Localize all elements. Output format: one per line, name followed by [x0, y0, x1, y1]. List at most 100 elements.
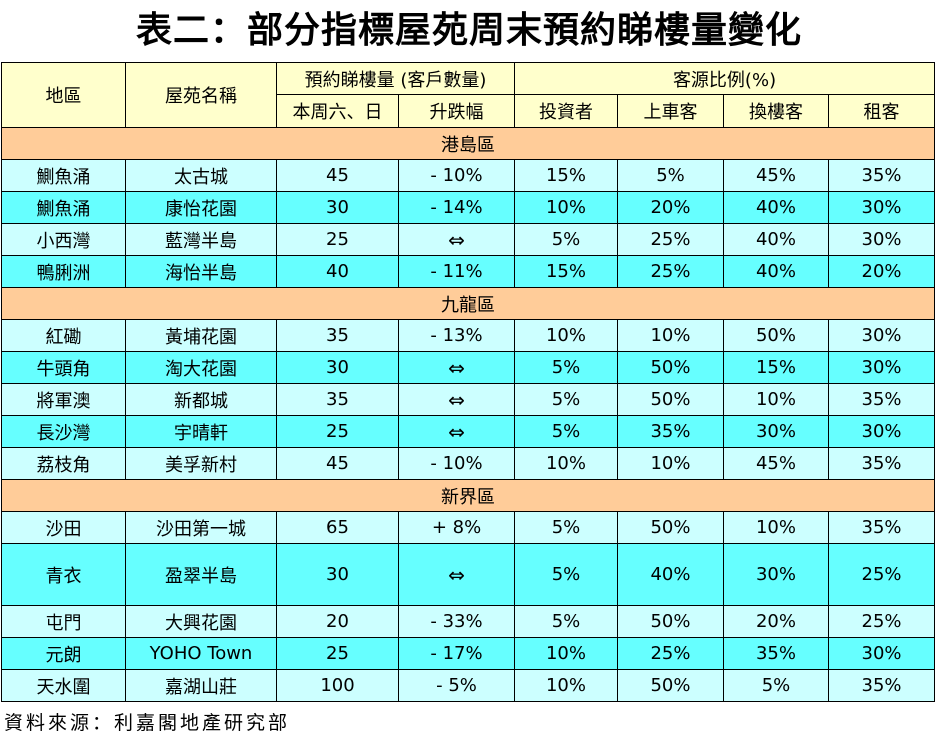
cell-estate: YOHO Town — [125, 637, 277, 670]
cell-viewings: 65 — [276, 511, 399, 544]
table-row: 牛頭角 淘大花園 30 ⇔ 5% 50% 15% 30% — [1, 351, 936, 384]
cell-renter: 25% — [827, 605, 936, 638]
cell-estate: 嘉湖山莊 — [125, 669, 277, 702]
header-first-time-buyer: 上車客 — [617, 94, 724, 128]
cell-change: - 14% — [398, 191, 515, 224]
cell-change-unchanged-icon: ⇔ — [398, 351, 515, 384]
cell-investor: 5% — [514, 351, 618, 384]
cell-first-time-buyer: 50% — [617, 605, 724, 638]
table-row: 鴨脷洲 海怡半島 40 - 11% 15% 25% 40% 20% — [1, 255, 936, 288]
cell-investor: 10% — [514, 447, 618, 480]
cell-renter: 35% — [827, 159, 936, 192]
cell-estate: 淘大花園 — [125, 351, 277, 384]
header-viewings-weekend: 本周六、日 — [276, 94, 399, 128]
cell-estate: 康怡花園 — [125, 191, 277, 224]
cell-first-time-buyer: 35% — [617, 415, 724, 448]
header-source-group: 客源比例(%) — [513, 62, 936, 95]
cell-district: 鰂魚涌 — [1, 191, 126, 224]
cell-viewings: 35 — [276, 319, 399, 352]
cell-estate: 大興花園 — [125, 605, 277, 638]
cell-district: 元朗 — [1, 637, 126, 670]
cell-viewings: 35 — [276, 383, 399, 416]
cell-upgrader: 50% — [723, 319, 829, 352]
cell-district: 天水圍 — [1, 669, 126, 702]
cell-change-unchanged-icon: ⇔ — [398, 543, 515, 606]
table-row: 屯門 大興花園 20 - 33% 5% 50% 20% 25% — [1, 605, 936, 638]
region-label: 九龍區 — [0, 287, 936, 320]
cell-upgrader: 40% — [723, 191, 829, 224]
cell-estate: 太古城 — [125, 159, 277, 192]
table-row: 鰂魚涌 康怡花園 30 - 14% 10% 20% 40% 30% — [1, 191, 936, 224]
cell-first-time-buyer: 40% — [617, 543, 724, 606]
cell-estate: 盈翠半島 — [125, 543, 277, 606]
cell-district: 牛頭角 — [1, 351, 126, 384]
cell-viewings: 25 — [276, 223, 399, 256]
cell-upgrader: 40% — [723, 223, 829, 256]
cell-district: 鴨脷洲 — [1, 255, 126, 288]
cell-viewings: 20 — [276, 605, 399, 638]
cell-first-time-buyer: 50% — [617, 351, 724, 384]
header-viewings-group: 預約睇樓量 (客戶數量) — [276, 62, 515, 95]
table-row: 長沙灣 宇晴軒 25 ⇔ 5% 35% 30% 30% — [1, 415, 936, 448]
cell-renter: 30% — [827, 223, 936, 256]
cell-upgrader: 15% — [723, 351, 829, 384]
source-note: 資料來源：利嘉閣地產研究部 — [4, 712, 291, 734]
table-row: 將軍澳 新都城 35 ⇔ 5% 50% 10% 35% — [1, 383, 936, 416]
cell-upgrader: 45% — [723, 447, 829, 480]
header-upgrader: 換樓客 — [723, 94, 829, 128]
cell-change: - 10% — [398, 447, 515, 480]
cell-estate: 藍灣半島 — [125, 223, 277, 256]
cell-upgrader: 45% — [723, 159, 829, 192]
header-district: 地區 — [1, 62, 126, 128]
cell-estate: 沙田第一城 — [125, 511, 277, 544]
region-label: 港島區 — [0, 127, 936, 160]
cell-change-unchanged-icon: ⇔ — [398, 415, 515, 448]
cell-upgrader: 10% — [723, 383, 829, 416]
cell-renter: 35% — [827, 669, 936, 702]
cell-renter: 20% — [827, 255, 936, 288]
cell-investor: 5% — [514, 605, 618, 638]
cell-upgrader: 30% — [723, 543, 829, 606]
cell-investor: 10% — [514, 191, 618, 224]
cell-first-time-buyer: 25% — [617, 223, 724, 256]
cell-change-unchanged-icon: ⇔ — [398, 383, 515, 416]
cell-first-time-buyer: 20% — [617, 191, 724, 224]
cell-estate: 新都城 — [125, 383, 277, 416]
cell-investor: 5% — [514, 511, 618, 544]
cell-estate: 黃埔花園 — [125, 319, 277, 352]
cell-upgrader: 5% — [723, 669, 829, 702]
region-row: 港島區 — [0, 127, 936, 160]
table-row: 元朗 YOHO Town 25 - 17% 10% 25% 35% 30% — [1, 637, 936, 670]
cell-viewings: 30 — [276, 191, 399, 224]
page-title: 表二：部分指標屋苑周末預約睇樓量變化 — [135, 10, 802, 51]
cell-viewings: 30 — [276, 543, 399, 606]
cell-investor: 10% — [514, 319, 618, 352]
table-row: 荔枝角 美孚新村 45 - 10% 10% 10% 45% 35% — [1, 447, 936, 480]
cell-first-time-buyer: 25% — [617, 637, 724, 670]
cell-investor: 10% — [514, 669, 618, 702]
cell-upgrader: 10% — [723, 511, 829, 544]
cell-district: 沙田 — [1, 511, 126, 544]
cell-viewings: 45 — [276, 159, 399, 192]
cell-viewings: 45 — [276, 447, 399, 480]
table-row: 天水圍 嘉湖山莊 100 - 5% 10% 50% 5% 35% — [1, 669, 936, 702]
cell-investor: 5% — [514, 415, 618, 448]
cell-renter: 30% — [827, 319, 936, 352]
cell-upgrader: 35% — [723, 637, 829, 670]
cell-change: - 11% — [398, 255, 515, 288]
cell-viewings: 25 — [276, 637, 399, 670]
cell-change: - 17% — [398, 637, 515, 670]
header-change: 升跌幅 — [398, 94, 515, 128]
region-row: 九龍區 — [0, 287, 936, 320]
cell-district: 長沙灣 — [1, 415, 126, 448]
cell-change: - 5% — [398, 669, 515, 702]
cell-viewings: 40 — [276, 255, 399, 288]
cell-estate: 海怡半島 — [125, 255, 277, 288]
cell-change: + 8% — [398, 511, 515, 544]
cell-first-time-buyer: 50% — [617, 669, 724, 702]
region-label: 新界區 — [0, 479, 936, 512]
cell-first-time-buyer: 25% — [617, 255, 724, 288]
table-row: 鰂魚涌 太古城 45 - 10% 15% 5% 45% 35% — [1, 159, 936, 192]
header-estate: 屋苑名稱 — [125, 62, 277, 128]
cell-estate: 宇晴軒 — [125, 415, 277, 448]
